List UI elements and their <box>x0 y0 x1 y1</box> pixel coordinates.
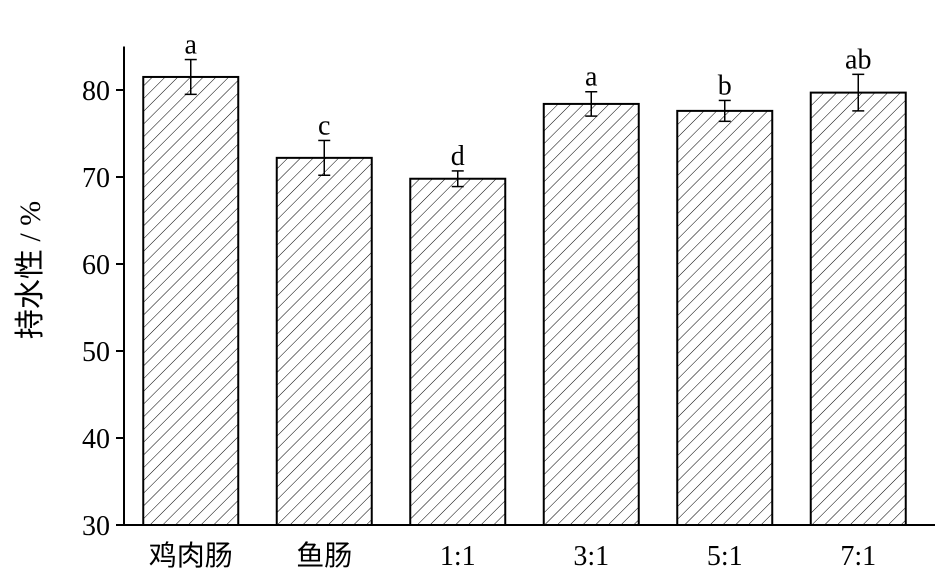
significance-letter: d <box>451 141 465 172</box>
y-tick-label: 30 <box>82 511 110 542</box>
bar <box>142 75 240 526</box>
bar <box>542 102 640 526</box>
significance-letter: b <box>718 70 732 101</box>
y-tick-label: 70 <box>82 163 110 194</box>
x-tick-label: 5:1 <box>707 541 743 572</box>
y-tick-label: 60 <box>82 250 110 281</box>
y-tick-label: 80 <box>82 76 110 107</box>
significance-letter: a <box>185 30 198 61</box>
significance-letter: ab <box>845 44 871 75</box>
y-tick-label: 50 <box>82 337 110 368</box>
bar <box>275 156 373 527</box>
bar <box>409 177 507 527</box>
x-tick-label: 鸡肉肠 <box>149 540 233 572</box>
y-axis-label: 持水性 / % <box>14 201 47 339</box>
x-tick-label: 鱼肠 <box>296 540 352 572</box>
bar <box>809 91 907 527</box>
x-tick-label: 7:1 <box>840 541 876 572</box>
significance-letter: c <box>318 110 330 141</box>
x-tick-label: 1:1 <box>440 541 476 572</box>
significance-letter: a <box>585 62 598 93</box>
bar <box>676 109 774 526</box>
y-tick-label: 40 <box>82 424 110 455</box>
x-tick-label: 3:1 <box>573 541 609 572</box>
